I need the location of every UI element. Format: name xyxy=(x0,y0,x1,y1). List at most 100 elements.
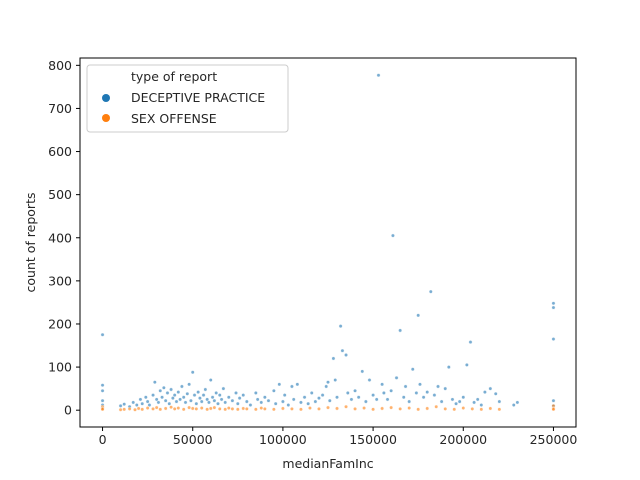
point-deceptive-practice-66 xyxy=(255,397,260,402)
point-deceptive-practice-59 xyxy=(234,391,238,395)
point-deceptive-practice-144 xyxy=(551,337,556,341)
point-sex-offense-57 xyxy=(470,406,475,411)
legend-label-sex-offense: SEX OFFENSE xyxy=(131,111,217,126)
point-deceptive-practice-118 xyxy=(418,382,422,387)
point-sex-offense-56 xyxy=(461,406,466,410)
y-axis-ticks: 0 100 200 300 400 500 600 700 800 xyxy=(48,58,80,418)
point-deceptive-practice-86 xyxy=(324,384,329,389)
point-sex-offense-23 xyxy=(208,406,213,411)
point-deceptive-practice-63 xyxy=(244,399,249,404)
point-sex-offense-50 xyxy=(407,406,412,410)
point-sex-offense-31 xyxy=(244,406,249,411)
point-deceptive-practice-104 xyxy=(376,73,381,78)
point-sex-offense-43 xyxy=(344,404,348,409)
point-deceptive-practice-29 xyxy=(174,399,179,404)
point-deceptive-practice-133 xyxy=(472,400,476,405)
point-deceptive-practice-123 xyxy=(436,384,440,389)
point-sex-offense-9 xyxy=(145,406,150,410)
point-deceptive-practice-92 xyxy=(338,324,343,329)
point-deceptive-practice-49 xyxy=(210,395,215,400)
point-deceptive-practice-19 xyxy=(156,400,161,405)
point-deceptive-practice-20 xyxy=(158,388,163,393)
point-deceptive-practice-72 xyxy=(277,382,282,387)
point-sex-offense-8 xyxy=(140,407,145,412)
points-layer xyxy=(100,73,556,412)
x-axis-title: medianFamInc xyxy=(282,456,373,471)
point-sex-offense-4 xyxy=(122,407,127,412)
point-sex-offense-45 xyxy=(362,406,366,410)
x-tick-label-0: 0 xyxy=(99,432,107,447)
point-deceptive-practice-71 xyxy=(273,401,278,406)
point-sex-offense-42 xyxy=(335,406,339,411)
point-deceptive-practice-88 xyxy=(327,398,332,403)
point-deceptive-practice-142 xyxy=(551,301,556,306)
point-sex-offense-6 xyxy=(133,407,137,412)
point-deceptive-practice-134 xyxy=(475,397,480,402)
point-sex-offense-20 xyxy=(194,406,199,411)
point-deceptive-practice-34 xyxy=(183,400,188,405)
point-deceptive-practice-83 xyxy=(313,399,318,404)
point-deceptive-practice-87 xyxy=(326,380,330,385)
y-tick-label-6: 600 xyxy=(48,144,72,159)
point-deceptive-practice-125 xyxy=(443,386,448,391)
x-tick-label-3: 150000 xyxy=(349,432,397,447)
point-sex-offense-27 xyxy=(226,406,231,410)
point-deceptive-practice-33 xyxy=(181,395,186,400)
point-sex-offense-59 xyxy=(488,406,493,411)
legend-marker-sex-offense xyxy=(102,114,110,122)
point-deceptive-practice-41 xyxy=(196,390,201,394)
point-deceptive-practice-46 xyxy=(205,397,210,402)
point-deceptive-practice-129 xyxy=(457,399,462,404)
point-deceptive-practice-42 xyxy=(198,396,202,401)
point-deceptive-practice-105 xyxy=(380,382,385,387)
point-deceptive-practice-0 xyxy=(100,332,105,337)
point-sex-offense-28 xyxy=(230,406,235,411)
point-deceptive-practice-47 xyxy=(207,400,211,405)
point-deceptive-practice-70 xyxy=(271,388,276,393)
y-tick-label-0: 0 xyxy=(64,403,72,418)
point-sex-offense-7 xyxy=(136,406,141,411)
point-deceptive-practice-18 xyxy=(154,397,159,402)
point-sex-offense-41 xyxy=(326,405,330,410)
point-deceptive-practice-93 xyxy=(340,348,345,353)
point-deceptive-practice-15 xyxy=(147,403,152,407)
point-deceptive-practice-55 xyxy=(221,386,226,391)
point-deceptive-practice-94 xyxy=(344,353,348,357)
point-deceptive-practice-127 xyxy=(450,397,455,402)
point-deceptive-practice-50 xyxy=(212,398,217,403)
point-deceptive-practice-36 xyxy=(187,382,192,387)
point-deceptive-practice-44 xyxy=(201,393,206,398)
point-deceptive-practice-69 xyxy=(266,398,271,403)
point-deceptive-practice-27 xyxy=(170,396,175,401)
y-tick-label-7: 700 xyxy=(48,101,72,116)
point-deceptive-practice-14 xyxy=(145,399,150,404)
point-deceptive-practice-78 xyxy=(295,382,300,387)
point-deceptive-practice-115 xyxy=(410,367,415,372)
point-deceptive-practice-136 xyxy=(483,390,487,394)
point-deceptive-practice-82 xyxy=(309,391,314,395)
point-deceptive-practice-28 xyxy=(172,393,177,398)
point-sex-offense-13 xyxy=(163,406,168,411)
point-deceptive-practice-103 xyxy=(374,397,379,402)
point-deceptive-practice-117 xyxy=(416,313,421,318)
point-deceptive-practice-120 xyxy=(425,390,430,394)
point-deceptive-practice-26 xyxy=(169,387,173,392)
point-deceptive-practice-51 xyxy=(214,391,219,395)
point-sex-offense-54 xyxy=(443,406,448,411)
point-sex-offense-15 xyxy=(172,406,177,411)
point-deceptive-practice-68 xyxy=(262,395,267,400)
x-tick-label-4: 200000 xyxy=(439,432,487,447)
point-deceptive-practice-6 xyxy=(118,403,123,408)
y-axis-title: count of reports xyxy=(23,193,38,293)
point-deceptive-practice-54 xyxy=(219,397,224,402)
point-sex-offense-32 xyxy=(253,407,258,412)
point-deceptive-practice-32 xyxy=(180,384,184,389)
point-deceptive-practice-3 xyxy=(100,398,105,403)
point-sex-offense-22 xyxy=(205,407,210,412)
point-sex-offense-17 xyxy=(181,407,186,412)
point-deceptive-practice-137 xyxy=(488,386,493,391)
legend-box xyxy=(86,64,289,133)
point-sex-offense-60 xyxy=(497,407,502,412)
point-deceptive-practice-107 xyxy=(385,397,390,402)
point-deceptive-practice-64 xyxy=(248,403,253,407)
